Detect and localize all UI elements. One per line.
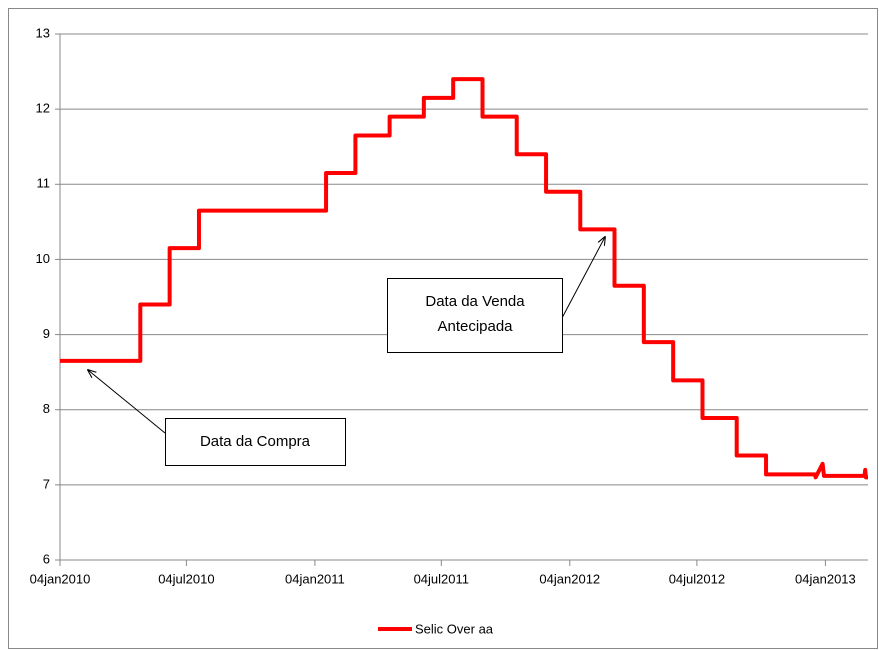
x-tick-label: 04jan2011 <box>285 571 345 586</box>
annotation-text: Data da Venda <box>425 293 525 310</box>
y-tick-label: 12 <box>36 101 50 116</box>
annotation-arrow <box>561 237 605 319</box>
y-tick-label: 8 <box>43 401 50 416</box>
legend-label: Selic Over aa <box>415 621 494 636</box>
x-tick-label: 04jan2013 <box>795 571 856 586</box>
series-line <box>60 77 868 480</box>
x-tick-label: 04jul2012 <box>669 571 725 586</box>
x-tick-label: 04jan2010 <box>30 571 91 586</box>
annotation-box <box>165 418 346 466</box>
y-tick-label: 9 <box>43 326 50 341</box>
y-tick-label: 7 <box>43 476 50 491</box>
x-tick-label: 04jan2012 <box>539 571 600 586</box>
annotation-text: Antecipada <box>437 318 513 335</box>
annotation-box <box>387 278 563 353</box>
y-tick-label: 11 <box>37 176 51 191</box>
y-tick-label: 6 <box>43 551 50 566</box>
y-tick-label: 13 <box>36 25 50 40</box>
annotation-arrow <box>88 370 166 434</box>
x-tick-label: 04jul2011 <box>414 571 469 586</box>
annotation-text: Data da Compra <box>200 433 311 450</box>
x-tick-label: 04jul2010 <box>158 571 214 586</box>
y-tick-label: 10 <box>36 251 50 266</box>
